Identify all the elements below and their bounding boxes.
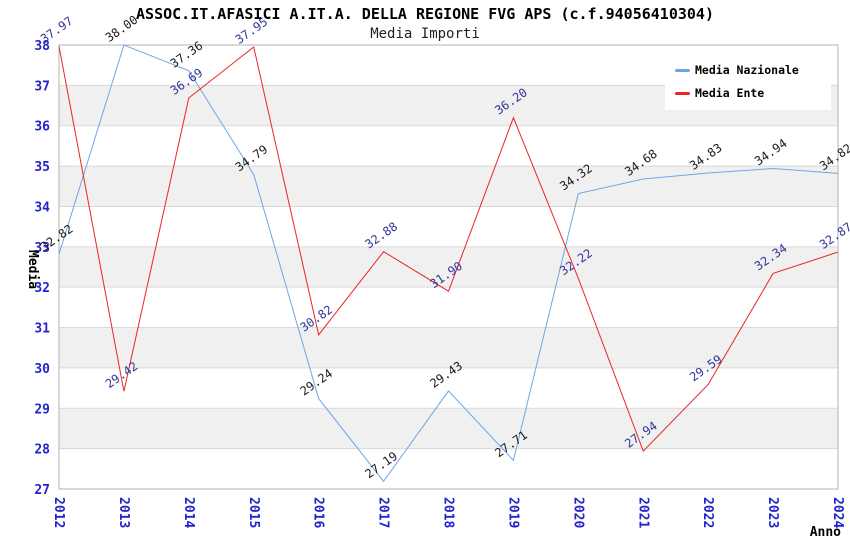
- x-tick-label: 2024: [830, 497, 845, 528]
- x-tick-label: 2023: [765, 497, 780, 528]
- band: [59, 246, 838, 288]
- legend-label-media-ente: Media Ente: [695, 86, 765, 100]
- x-tick-label: 2013: [116, 497, 131, 528]
- y-tick-label: 27: [34, 483, 50, 498]
- band: [59, 408, 838, 449]
- y-gridlines: [59, 84, 838, 450]
- y-tick-label: 34: [34, 200, 50, 215]
- plot-border: [58, 44, 839, 490]
- legend-label-media-nazionale: Media Nazionale: [695, 63, 799, 77]
- legend-item-media-ente: Media Ente: [675, 86, 825, 100]
- y-axis-title: Media: [25, 250, 40, 289]
- x-tick-label: 2012: [51, 497, 66, 528]
- y-tick-label: 35: [34, 160, 50, 175]
- x-tick-label: 2022: [700, 497, 715, 528]
- y-tick-label: 29: [34, 402, 50, 417]
- y-tick-label: 36: [34, 120, 50, 135]
- x-axis-tick-labels: 2012 2013 2014 2015 2016 2017 2018 2019 2020 2021…: [51, 497, 845, 528]
- y-tick-label: 31: [34, 322, 50, 337]
- y-tick-label: 32: [34, 281, 50, 296]
- media-ente-line-swatch: [675, 91, 690, 95]
- plot-bands: [59, 85, 838, 449]
- y-tick-label: 30: [34, 362, 50, 377]
- legend: Media Nazionale Media Ente: [665, 55, 831, 110]
- y-axis-tick-labels: 27 28 29 30 31 32 33 34 35 36 37 38: [34, 39, 50, 498]
- legend-item-media-nazionale: Media Nazionale: [675, 63, 825, 77]
- x-tick-label: 2017: [376, 497, 391, 528]
- data-point-label: 27.19: [362, 449, 400, 481]
- data-point-label: 37.36: [168, 38, 206, 70]
- data-point-label: 38.00: [103, 13, 141, 45]
- x-tick-label: 2020: [570, 497, 585, 528]
- data-point-label: 37.95: [233, 15, 271, 47]
- x-tick-label: 2018: [441, 497, 456, 528]
- band: [59, 327, 838, 368]
- chart-title: ASSOC.IT.AFASICI A.IT.A. DELLA REGIONE F…: [136, 5, 714, 23]
- data-point-label: 37.97: [38, 14, 76, 46]
- data-point-label: 29.24: [298, 366, 336, 398]
- x-tick-label: 2015: [246, 497, 261, 528]
- y-tick-label: 28: [34, 443, 50, 458]
- chart-subtitle: Media Importi: [370, 26, 480, 42]
- x-tick-label: 2014: [181, 497, 196, 528]
- media-nazionale-line-swatch: [675, 68, 690, 72]
- data-point-label: 34.94: [752, 136, 790, 168]
- x-tick-label: 2021: [635, 497, 650, 528]
- series-line-media-ente: [58, 46, 839, 452]
- y-tick-label: 38: [34, 39, 50, 54]
- y-tick-label: 33: [34, 241, 50, 256]
- x-tick-label: 2016: [311, 497, 326, 528]
- x-tick-label: 2019: [505, 497, 520, 528]
- y-tick-label: 37: [34, 79, 50, 94]
- x-axis-title: Anno: [810, 525, 841, 540]
- series-line-media-nazionale: [58, 44, 839, 483]
